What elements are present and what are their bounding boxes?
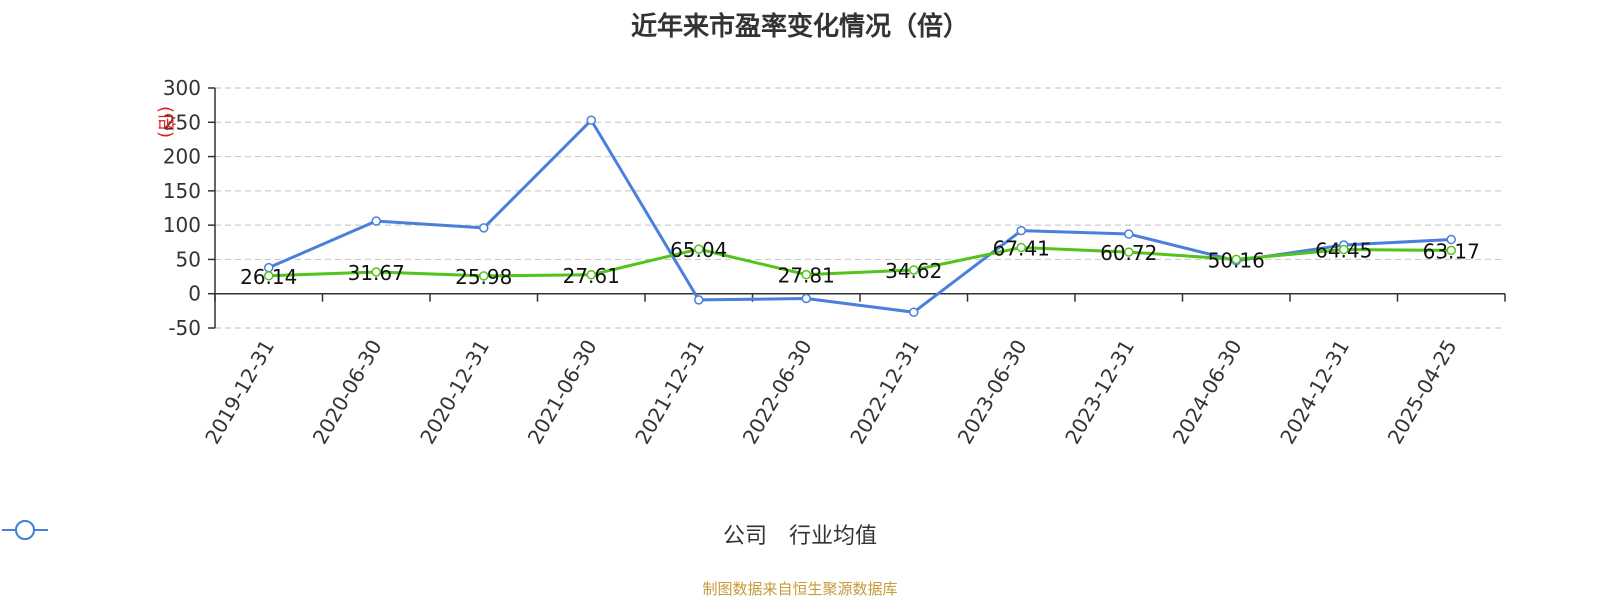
data-label: 27.81 [778, 264, 835, 288]
data-label: 60.72 [1100, 241, 1157, 265]
data-point-company[interactable] [694, 244, 704, 254]
x-tick-label: 2024-12-31 [1275, 336, 1354, 449]
data-point-industry-average[interactable] [1124, 229, 1134, 239]
data-point-company[interactable] [1231, 254, 1241, 265]
grid-lines [215, 87, 1505, 329]
data-point-company[interactable] [1016, 242, 1026, 253]
y-tick-label: -50 [168, 316, 201, 340]
data-point-industry-average[interactable] [909, 307, 919, 317]
x-tick-label: 2021-12-31 [630, 336, 709, 449]
y-tick-label: 200 [163, 145, 201, 169]
legend-label-industry-average: 行业均值 [789, 524, 878, 549]
data-point-company[interactable] [1339, 244, 1349, 255]
data-label: 63.17 [1423, 239, 1480, 263]
series-line-company [268, 245, 1452, 278]
data-labels: 26.14 31.67 25.98 27.61 65.04 27.81 34.62 67.41… [240, 236, 1480, 288]
y-tick-label: 250 [163, 110, 201, 134]
data-label: 50.16 [1208, 248, 1265, 272]
data-point-industry-average[interactable] [1446, 234, 1456, 245]
data-point-company[interactable] [801, 269, 811, 280]
y-axis-unit-label: (倍) [155, 106, 176, 138]
data-label: 31.67 [348, 261, 405, 285]
data-point-industry-average[interactable] [371, 216, 381, 226]
y-tick-label: 300 [163, 76, 201, 100]
x-tick-label: 2023-12-31 [1060, 336, 1139, 449]
data-point-industry-average[interactable] [801, 293, 811, 304]
data-label: 34.62 [885, 259, 942, 283]
y-tick-label: 100 [163, 213, 201, 237]
y-tick-label: 150 [163, 179, 201, 203]
data-point-company[interactable] [1124, 247, 1134, 257]
y-tick-label: 50 [176, 247, 201, 271]
legend-industry-marker-icon [2, 520, 48, 540]
data-point-company[interactable] [371, 267, 381, 277]
data-point-industry-average[interactable] [1016, 225, 1026, 236]
data-point-industry-average[interactable] [694, 295, 704, 305]
x-tick-label: 2021-06-30 [523, 336, 602, 449]
legend-item-company[interactable]: 公司 [2, 518, 767, 550]
data-point-industry-average[interactable] [479, 223, 489, 233]
x-tick-label: 2023-06-30 [953, 336, 1032, 449]
data-label: 26.14 [240, 265, 297, 289]
data-label: 64.45 [1315, 239, 1372, 263]
data-point-company[interactable] [909, 265, 919, 275]
series-line-industry-average [268, 118, 1452, 314]
data-point-company[interactable] [479, 271, 489, 281]
legend-label-company: 公司 [722, 524, 767, 549]
data-label: 27.61 [563, 264, 620, 288]
legend-item-industry-average[interactable]: 行业均值 [2, 518, 878, 550]
data-point-company[interactable] [1446, 245, 1456, 256]
x-tick-label: 2020-06-30 [308, 336, 387, 449]
x-tick-label: 2025-04-25 [1383, 336, 1462, 449]
chart-title: 近年来市盈率变化情况（倍） [630, 12, 969, 42]
x-tick-label: 2022-06-30 [738, 336, 817, 449]
series-lines [264, 115, 1456, 317]
data-label: 25.98 [455, 265, 512, 289]
x-tick-label: 2022-12-31 [845, 336, 924, 449]
data-label: 67.41 [993, 236, 1050, 260]
data-label: 65.04 [670, 238, 727, 262]
data-point-company[interactable] [586, 270, 596, 280]
y-tick-label: 0 [188, 282, 201, 306]
legend: 公司 行业均值 [0, 518, 1600, 550]
data-point-industry-average[interactable] [586, 115, 596, 125]
x-tick-label: 2020-12-31 [415, 336, 494, 449]
x-tick-label: 2019-12-31 [200, 336, 279, 449]
data-point-company[interactable] [264, 271, 274, 281]
x-tick-label: 2024-06-30 [1168, 336, 1247, 449]
source-note: 制图数据来自恒生聚源数据库 [702, 580, 898, 598]
